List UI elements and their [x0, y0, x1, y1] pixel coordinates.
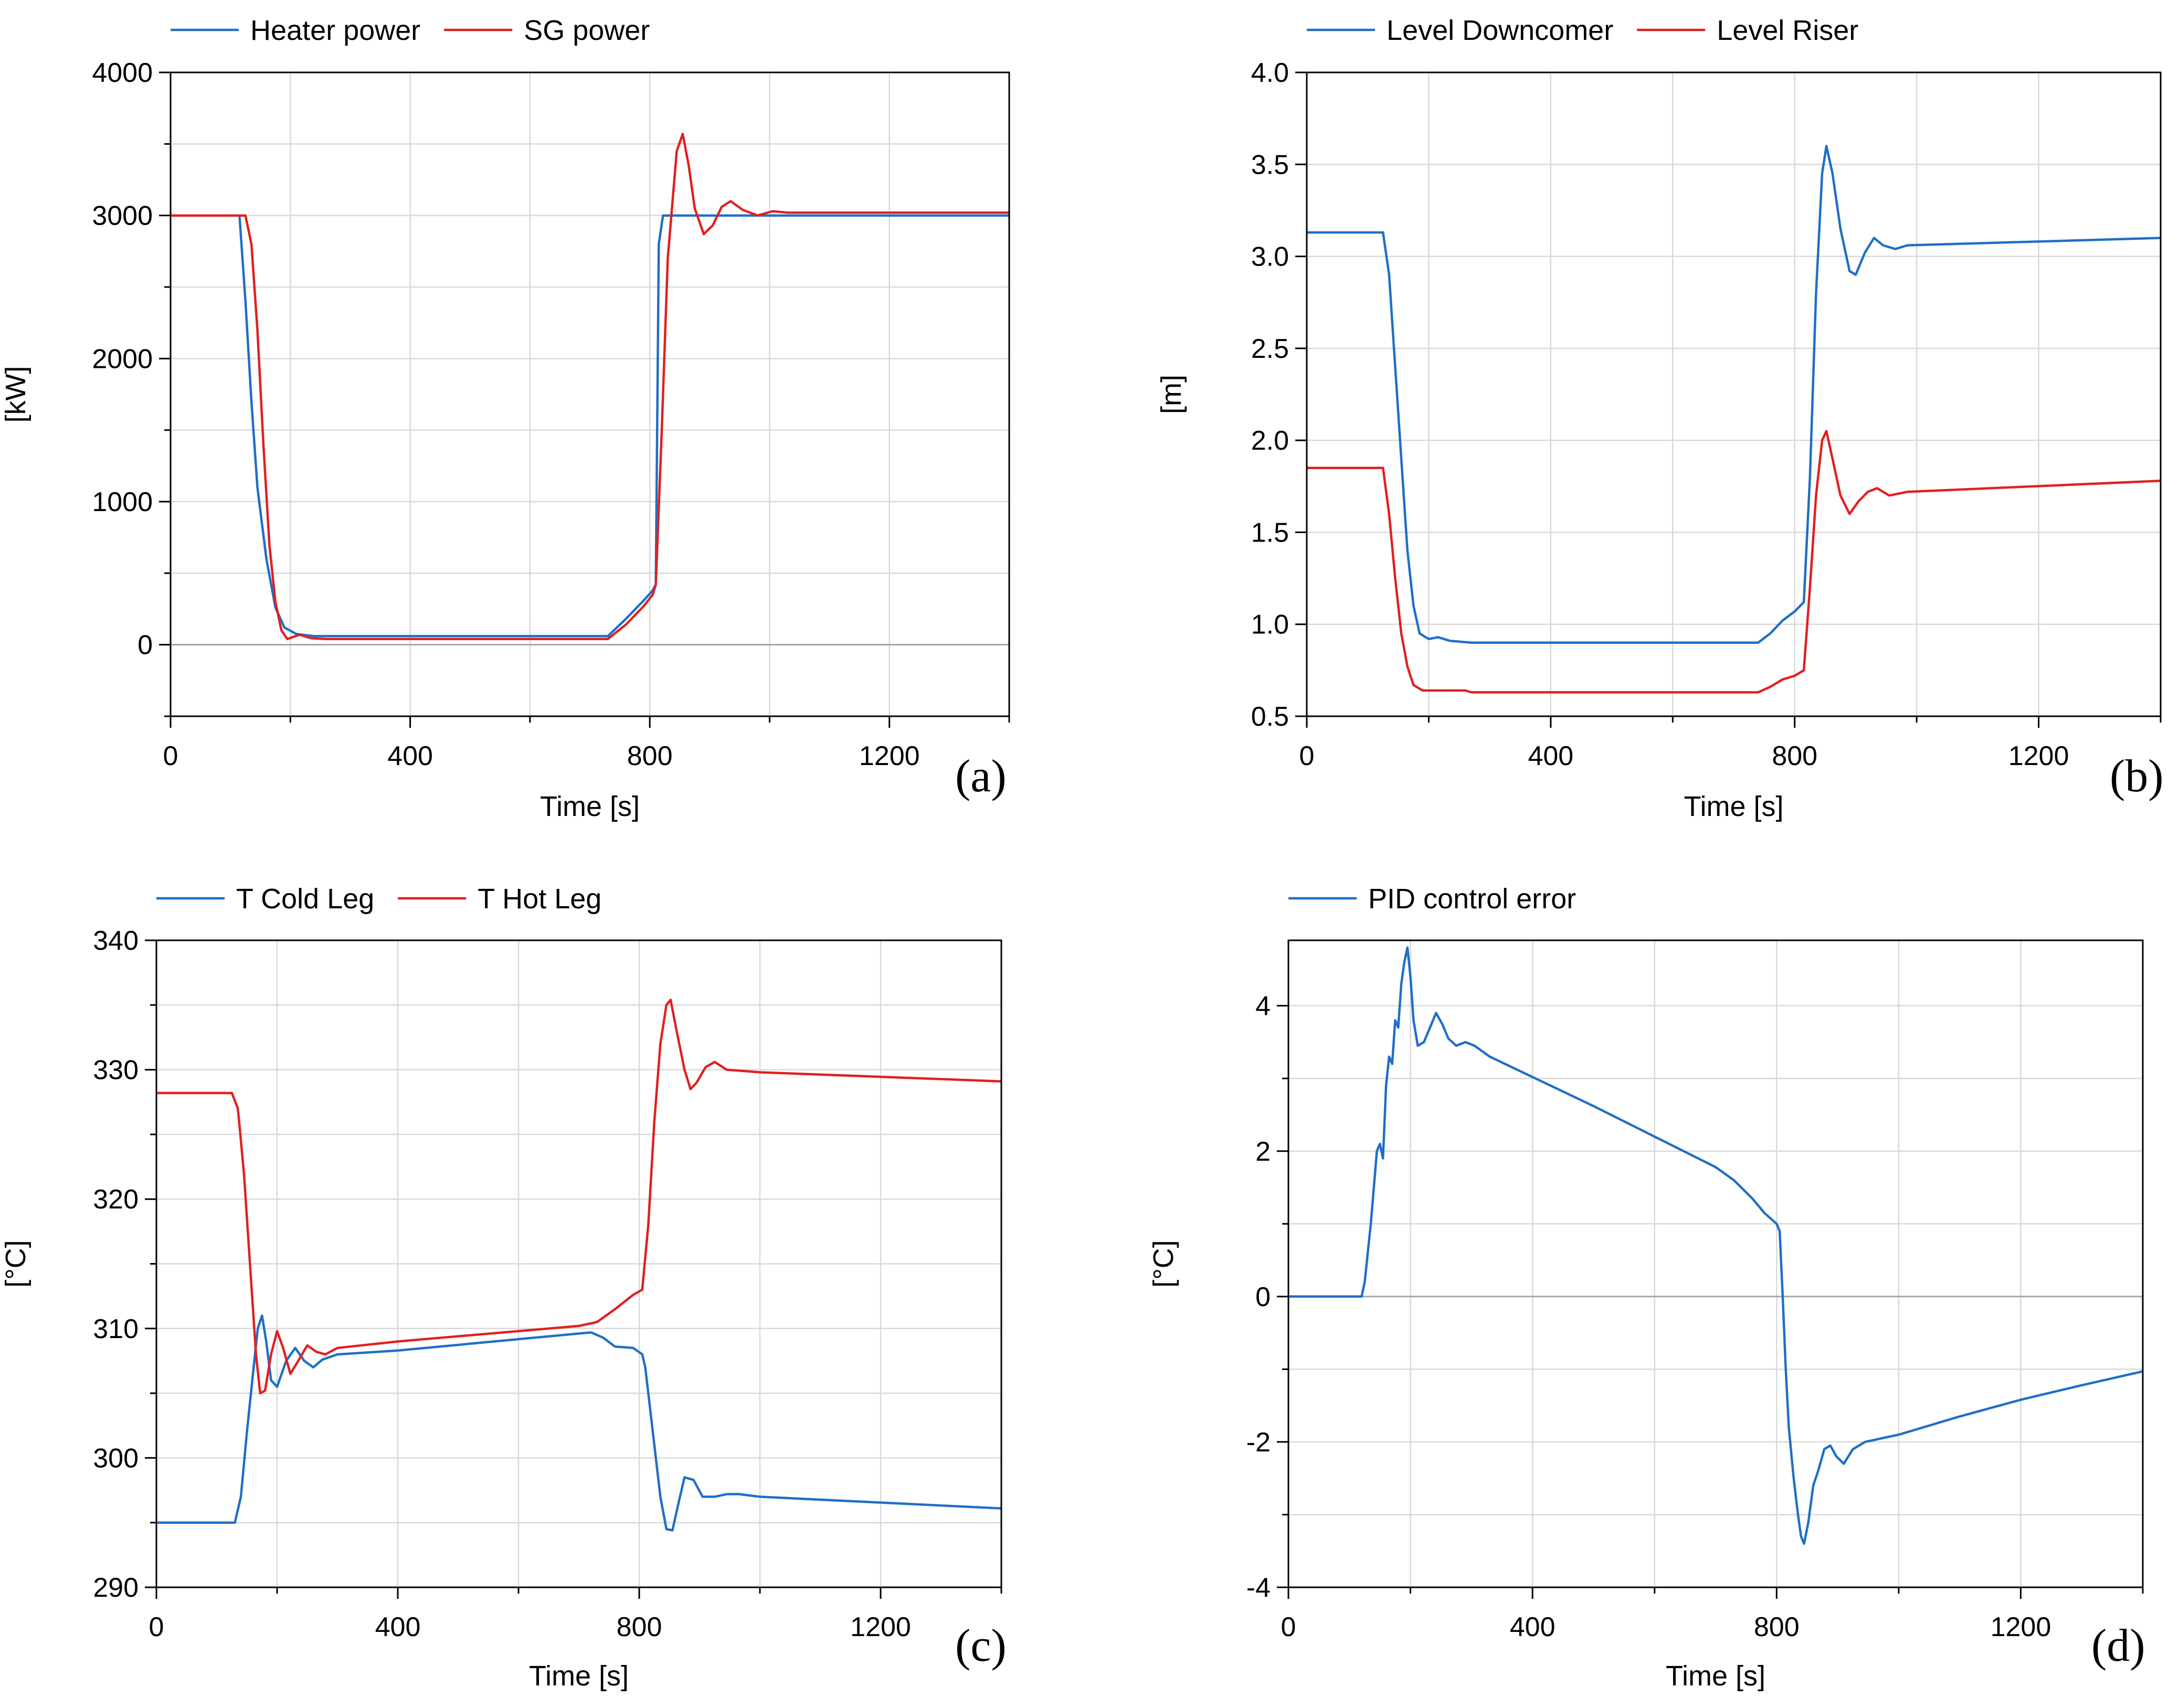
x-tick-label: 0	[1299, 741, 1315, 771]
x-tick-label: 400	[387, 741, 433, 771]
x-tick-label: 800	[1772, 741, 1817, 771]
y-tick-label: 2.0	[1251, 426, 1289, 456]
x-tick-label: 0	[163, 741, 178, 771]
y-tick-label: 3.0	[1251, 242, 1289, 272]
y-tick-label: 3000	[92, 201, 153, 231]
y-axis-label: [m]	[1156, 375, 1187, 414]
y-tick-label: 310	[93, 1314, 139, 1344]
y-tick-label: 320	[93, 1184, 139, 1215]
y-tick-label: -2	[1246, 1427, 1271, 1458]
y-tick-label: 1000	[92, 487, 153, 517]
series-group	[156, 999, 1001, 1532]
series-line-heater-power	[171, 214, 1009, 638]
y-tick-label: 0	[1255, 1282, 1271, 1312]
y-tick-label: 2.5	[1251, 334, 1289, 364]
y-tick-label: 290	[93, 1573, 139, 1603]
y-tick-label: 300	[93, 1443, 139, 1473]
x-tick-label: 400	[1510, 1612, 1556, 1642]
panel-label: (b)	[2110, 751, 2164, 802]
panel-label: (c)	[955, 1620, 1007, 1671]
y-tick-label: 0	[137, 630, 153, 661]
legend-entry: T Cold Leg	[236, 883, 374, 915]
y-tick-label: 330	[93, 1055, 139, 1086]
x-tick-label: 1200	[1991, 1612, 2051, 1642]
chart-panel-b: 0 400 800 1200 0.5 1.0 1.5 2.0 2.5 3.0 3.5 4.0 Time …	[1156, 15, 2164, 822]
plot-frame	[1306, 71, 2162, 717]
y-tick-label: 1.5	[1251, 517, 1289, 548]
x-tick-label: 0	[1281, 1612, 1296, 1642]
x-tick-label: 400	[1528, 741, 1573, 771]
panel-label: (d)	[2091, 1620, 2145, 1671]
legend-entry: Level Downcomer	[1387, 15, 1613, 46]
series-line-level-riser	[1307, 430, 2161, 694]
legend-entry: SG power	[524, 15, 650, 46]
x-tick-label: 1200	[859, 741, 920, 771]
plot-frame	[1287, 939, 2144, 1588]
series-group	[171, 132, 1009, 641]
x-axis-label: Time [s]	[529, 1660, 629, 1692]
series-line-t-hot-leg	[156, 999, 1001, 1395]
x-axis-label: Time [s]	[540, 791, 640, 822]
x-tick-label: 800	[627, 741, 673, 771]
y-axis-label: [°C]	[1148, 1240, 1179, 1288]
plot-frame	[170, 71, 1010, 717]
x-axis-label: Time [s]	[1666, 1660, 1765, 1692]
series-line-level-downcomer	[1307, 144, 2161, 644]
y-tick-label: 1.0	[1251, 610, 1289, 640]
series-line-sg-power	[171, 132, 1009, 641]
y-tick-label: -4	[1246, 1573, 1271, 1603]
chart-panel-d: 0 400 800 1200 -4 -2 0 2 4 Time [s] [°C] (d) PID con…	[1148, 883, 2145, 1692]
x-tick-label: 800	[617, 1612, 662, 1642]
legend-entry: Level Riser	[1717, 15, 1858, 46]
x-tick-label: 1200	[850, 1612, 911, 1642]
chart-panel-c: 0 400 800 1200 290 300 310 320 330 340 Time [s] [°C…	[0, 883, 1007, 1692]
x-tick-label: 1200	[2008, 741, 2069, 771]
series-group	[1307, 144, 2161, 694]
x-tick-label: 400	[375, 1612, 421, 1642]
y-tick-label: 0.5	[1251, 702, 1289, 732]
series-group	[1288, 946, 2143, 1545]
y-axis-label: [°C]	[0, 1240, 31, 1288]
x-tick-label: 800	[1754, 1612, 1800, 1642]
y-axis-label: [kW]	[0, 366, 31, 423]
y-tick-label: 4.0	[1251, 58, 1289, 88]
y-tick-label: 2	[1255, 1137, 1271, 1167]
legend-entry: Heater power	[250, 15, 420, 46]
y-tick-label: 4	[1255, 991, 1271, 1022]
panel-label: (a)	[955, 751, 1007, 802]
legend-entry: T Hot Leg	[478, 883, 601, 915]
y-tick-label: 3.5	[1251, 150, 1289, 180]
y-tick-label: 2000	[92, 344, 153, 374]
y-tick-label: 340	[93, 926, 139, 956]
x-axis-label: Time [s]	[1684, 791, 1783, 822]
y-tick-label: 4000	[92, 58, 153, 88]
series-line-t-cold-leg	[156, 1314, 1001, 1532]
series-line-pid-control-error	[1288, 946, 2143, 1545]
x-tick-label: 0	[149, 1612, 164, 1642]
legend-entry: PID control error	[1368, 883, 1576, 915]
chart-panel-a: 0 400 800 1200 0 1000 2000 3000 4000 Time [s] [kW]…	[0, 15, 1010, 822]
